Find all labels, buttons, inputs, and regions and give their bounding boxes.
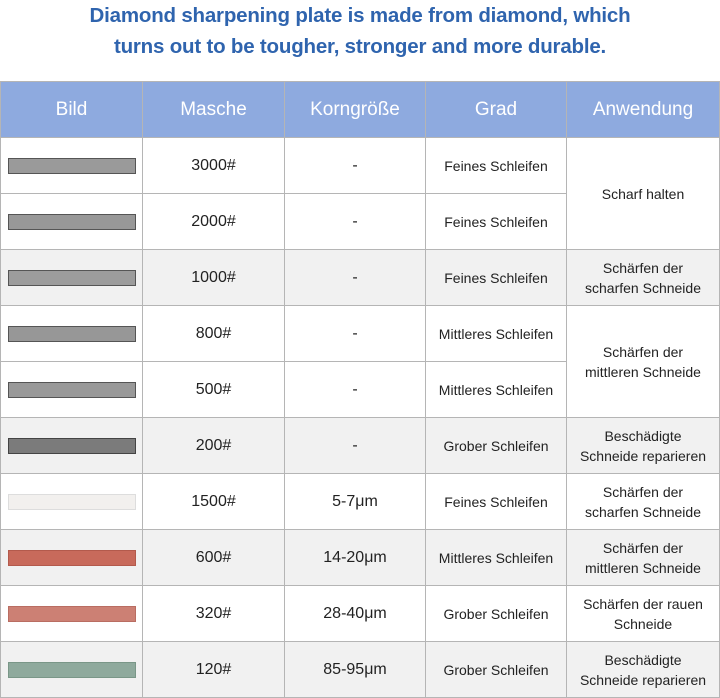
application-cell: Schärfen der scharfen Schneide [566, 473, 720, 530]
grade-cell: Feines Schleifen [425, 473, 567, 530]
column-header: Masche [142, 81, 285, 138]
grade-cell: Mittleres Schleifen [425, 305, 567, 362]
stone-image [7, 325, 136, 342]
grade-cell: Mittleres Schleifen [425, 361, 567, 418]
image-cell [0, 249, 143, 306]
stone-image [7, 605, 136, 622]
image-cell [0, 473, 143, 530]
mesh-cell: 2000# [142, 193, 285, 250]
image-cell [0, 305, 143, 362]
table-row: 3000# - Feines Schleifen Scharf halten [0, 137, 720, 250]
image-cell [0, 137, 143, 194]
application-cell: Scharf halten [566, 137, 720, 250]
grain-cell: 14-20μm [284, 529, 426, 586]
grade-cell: Grober Schleifen [425, 641, 567, 698]
image-cell [0, 529, 143, 586]
grade-cell: Feines Schleifen [425, 249, 567, 306]
stone-image [7, 213, 136, 230]
table-row: 320# 28-40μm Grober Schleifen Schärfen der … [0, 585, 720, 642]
grain-cell: - [284, 193, 426, 250]
stone-image [7, 269, 136, 286]
table-row: 500# - Mittleres Schleifen [0, 361, 720, 418]
mesh-cell: 600# [142, 529, 285, 586]
table-row: 1500# 5-7μm Feines Schleifen Schärfen der s… [0, 473, 720, 530]
grain-cell: - [284, 417, 426, 474]
column-header: Anwendung [566, 81, 720, 138]
grain-cell: - [284, 361, 426, 418]
grain-cell: 85-95μm [284, 641, 426, 698]
stone-image [7, 661, 136, 678]
grade-cell: Feines Schleifen [425, 137, 567, 194]
table-row: 120# 85-95μm Grober Schleifen Beschädigte S… [0, 641, 720, 698]
mesh-cell: 320# [142, 585, 285, 642]
mesh-cell: 1500# [142, 473, 285, 530]
table-row: 600# 14-20μm Mittleres Schleifen Schärfen d… [0, 529, 720, 586]
image-cell [0, 361, 143, 418]
stone-image [7, 157, 136, 174]
header-row: Bild Masche Korngröße Grad Anwendung [0, 81, 720, 138]
mesh-cell: 3000# [142, 137, 285, 194]
table-row: 200# - Grober Schleifen Beschädigte Schneid… [0, 417, 720, 474]
grade-cell: Feines Schleifen [425, 193, 567, 250]
column-header: Grad [425, 81, 567, 138]
grain-cell: - [284, 137, 426, 194]
title-line: turns out to be tougher, stronger and mo… [113, 35, 607, 58]
application-cell: Schärfen der rauen Schneide [566, 585, 720, 642]
grade-cell: Grober Schleifen [425, 417, 567, 474]
grain-cell: - [284, 249, 426, 306]
grain-cell: 5-7μm [284, 473, 426, 530]
grain-cell: 28-40μm [284, 585, 426, 642]
application-cell: Schärfen der scharfen Schneide [566, 249, 720, 306]
grain-cell: - [284, 305, 426, 362]
image-cell [0, 585, 143, 642]
table-row: 1000# - Feines Schleifen Schärfen der schar… [0, 249, 720, 306]
mesh-cell: 200# [142, 417, 285, 474]
grade-cell: Grober Schleifen [425, 585, 567, 642]
mesh-cell: 800# [142, 305, 285, 362]
image-cell [0, 193, 143, 250]
column-header: Bild [0, 81, 143, 138]
application-cell: Schärfen der mittleren Schneide [566, 529, 720, 586]
title: Diamond sharpening plate is made from di… [0, 0, 720, 62]
stone-image [7, 549, 136, 566]
title-line: Diamond sharpening plate is made from di… [89, 4, 631, 27]
image-cell [0, 641, 143, 698]
application-cell: Beschädigte Schneide reparieren [566, 641, 720, 698]
stone-image [7, 493, 136, 510]
image-cell [0, 417, 143, 474]
mesh-cell: 500# [142, 361, 285, 418]
mesh-cell: 1000# [142, 249, 285, 306]
stone-image [7, 437, 136, 454]
grade-cell: Mittleres Schleifen [425, 529, 567, 586]
column-header: Korngröße [284, 81, 426, 138]
product-table: Bild Masche Korngröße Grad Anwendung 3000# - F… [0, 81, 720, 698]
stone-image [7, 381, 136, 398]
mesh-cell: 120# [142, 641, 285, 698]
application-cell: Beschädigte Schneide reparieren [566, 417, 720, 474]
table-row: 2000# - Feines Schleifen [0, 193, 720, 250]
application-cell: Schärfen der mittleren Schneide [566, 305, 720, 418]
table-row: 800# - Mittleres Schleifen Schärfen der mit… [0, 305, 720, 418]
